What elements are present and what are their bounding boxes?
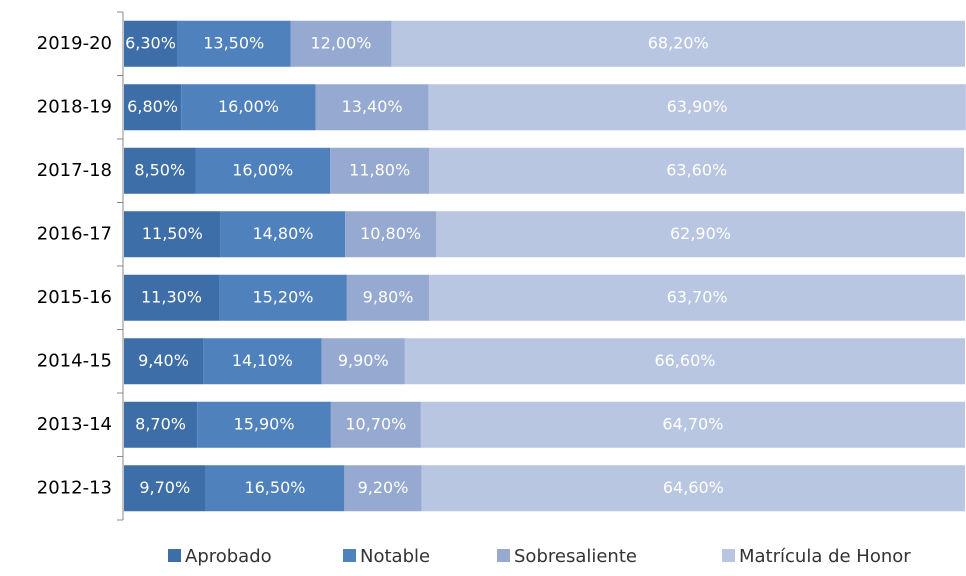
- data-label: 14,80%: [252, 224, 313, 243]
- bar-segment: [124, 211, 221, 258]
- data-label: 8,50%: [134, 160, 185, 179]
- data-label: 10,70%: [345, 414, 406, 433]
- data-label: 15,20%: [252, 287, 313, 306]
- bar-segment: [429, 147, 965, 194]
- data-label: 62,90%: [670, 224, 731, 243]
- legend-swatch: [497, 549, 510, 562]
- legend-swatch: [343, 549, 356, 562]
- bar-segment: [344, 465, 422, 512]
- bar-segment: [428, 84, 966, 131]
- bar-segment: [124, 401, 198, 448]
- bar-segment: [346, 274, 430, 321]
- bar-segment: [290, 20, 392, 67]
- data-label: 63,60%: [666, 160, 727, 179]
- bar-segment: [345, 211, 437, 258]
- bar-segment: [330, 147, 430, 194]
- data-label: 13,40%: [342, 97, 403, 116]
- data-label: 16,00%: [218, 97, 279, 116]
- data-label: 64,60%: [663, 478, 724, 497]
- data-label: 15,90%: [234, 414, 295, 433]
- data-label: 16,50%: [244, 478, 305, 497]
- bar-segment: [219, 274, 347, 321]
- data-label: 64,70%: [662, 414, 723, 433]
- bar-segment: [330, 401, 421, 448]
- y-tick-label: 2014-15: [37, 350, 112, 371]
- bar-segment: [420, 401, 965, 448]
- bar-segment: [421, 465, 965, 512]
- data-label: 11,50%: [142, 224, 203, 243]
- bar-segment: [124, 147, 196, 194]
- bar-segment: [429, 274, 966, 321]
- data-label: 13,50%: [203, 33, 264, 52]
- data-label: 12,00%: [310, 33, 371, 52]
- y-tick-label: 2019-20: [37, 33, 112, 54]
- bar-segment: [124, 338, 204, 385]
- bar-segment: [195, 147, 331, 194]
- data-label: 10,80%: [360, 224, 421, 243]
- bar-segment: [176, 20, 291, 67]
- y-tick-label: 2012-13: [37, 477, 112, 498]
- bar-segment: [181, 84, 316, 131]
- data-label: 63,90%: [667, 97, 728, 116]
- bar-segment: [203, 338, 322, 385]
- legend-label: Notable: [360, 546, 430, 567]
- y-tick-label: 2017-18: [37, 160, 112, 181]
- bar-segment: [205, 465, 345, 512]
- data-label: 9,90%: [338, 351, 389, 370]
- legend-label: Sobresaliente: [514, 546, 637, 567]
- data-label: 8,70%: [135, 414, 186, 433]
- bar-segment: [124, 465, 206, 512]
- data-label: 6,30%: [125, 33, 176, 52]
- data-label: 11,30%: [141, 287, 202, 306]
- y-tick-label: 2015-16: [37, 287, 112, 308]
- data-label: 11,80%: [349, 160, 410, 179]
- bar-segment: [124, 84, 182, 131]
- data-label: 66,60%: [654, 351, 715, 370]
- bar-segment: [124, 274, 220, 321]
- data-label: 6,80%: [127, 97, 178, 116]
- legend-label: Matrícula de Honor: [739, 546, 911, 567]
- bar-segment: [220, 211, 346, 258]
- legend-label: Aprobado: [185, 546, 272, 567]
- y-tick-label: 2016-17: [37, 223, 112, 244]
- data-label: 68,20%: [648, 33, 709, 52]
- y-tick-label: 2018-19: [37, 96, 112, 117]
- bar-segment: [436, 211, 965, 258]
- data-label: 9,20%: [358, 478, 409, 497]
- bar-segment: [315, 84, 429, 131]
- bar-segment: [321, 338, 405, 385]
- bar-segment: [197, 401, 331, 448]
- data-label: 9,70%: [139, 478, 190, 497]
- data-label: 9,40%: [138, 351, 189, 370]
- bar-segment: [404, 338, 965, 385]
- data-label: 14,10%: [232, 351, 293, 370]
- bar-segment: [124, 20, 177, 67]
- data-label: 9,80%: [363, 287, 414, 306]
- data-label: 16,00%: [232, 160, 293, 179]
- y-tick-label: 2013-14: [37, 414, 112, 435]
- legend-swatch: [722, 549, 735, 562]
- legend-swatch: [168, 549, 181, 562]
- bar-segment: [391, 20, 965, 67]
- data-label: 63,70%: [667, 287, 728, 306]
